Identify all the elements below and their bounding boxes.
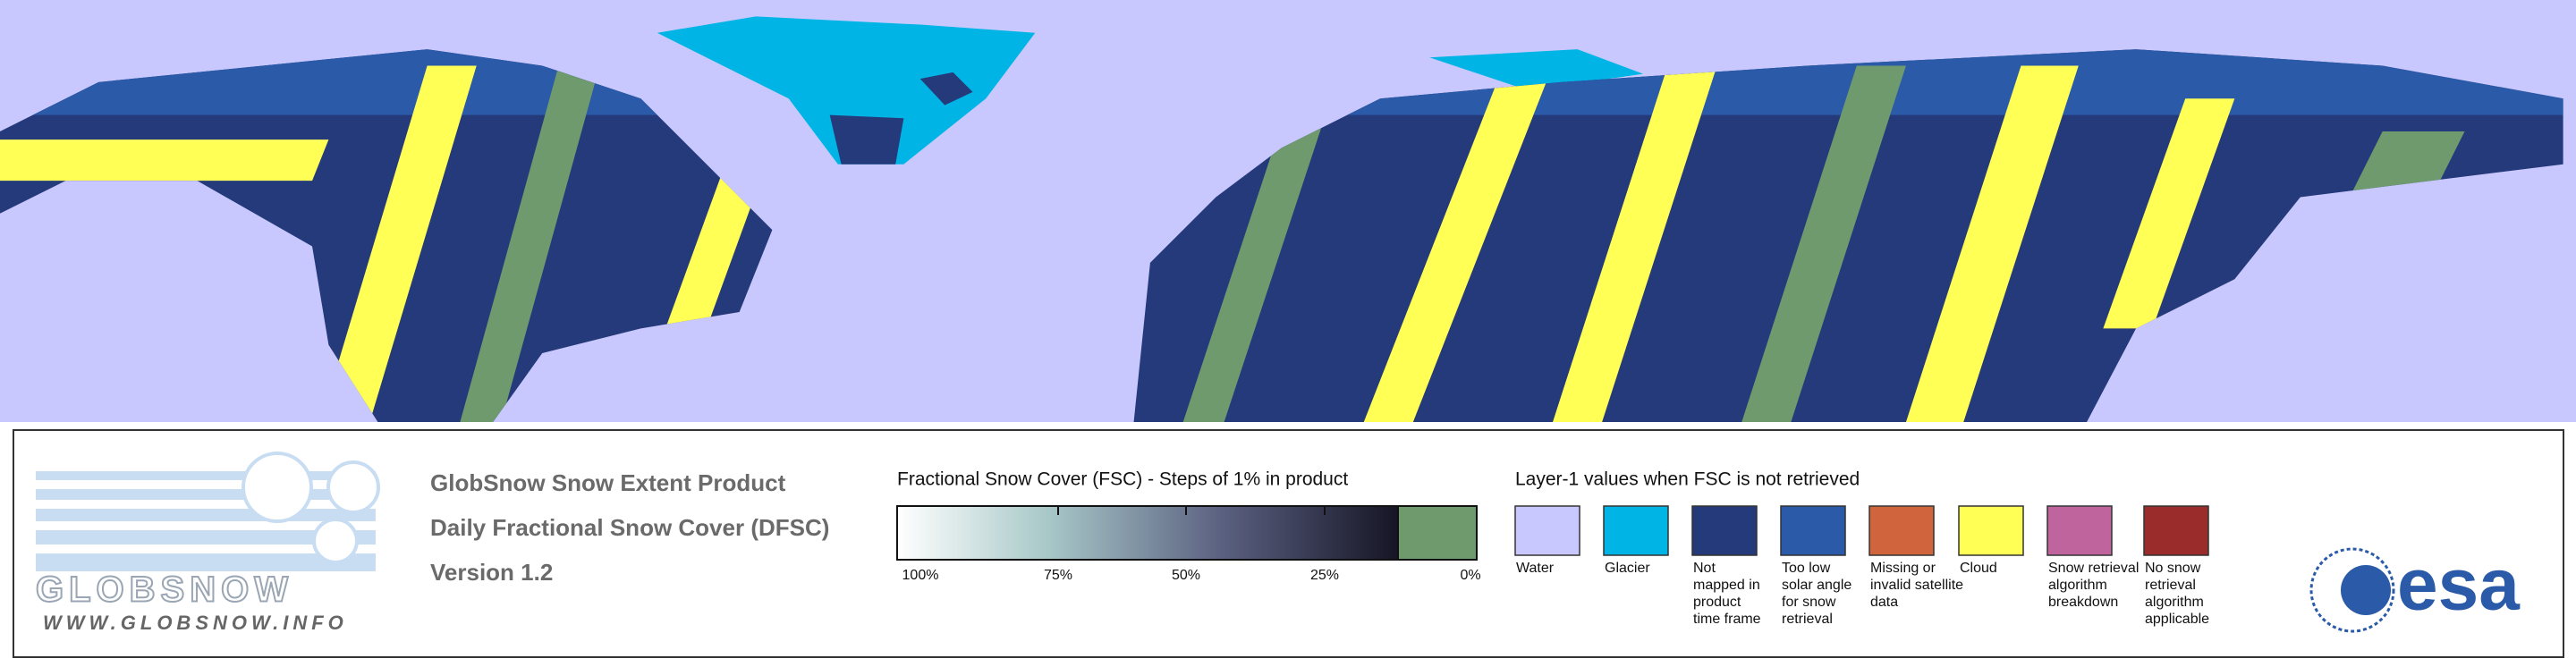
esa-wordmark: esa bbox=[2397, 545, 2521, 626]
legend-swatch bbox=[1868, 505, 1935, 556]
legend-label: retrieval bbox=[1782, 612, 1833, 627]
logo-stripe bbox=[36, 509, 376, 521]
colorbar-tick-label: 25% bbox=[1310, 568, 1339, 583]
legend-label: Glacier bbox=[1605, 561, 1650, 576]
legend-label: algorithm bbox=[2145, 595, 2204, 610]
colorbar-tick-label: 50% bbox=[1172, 568, 1200, 583]
legend-label: Not bbox=[1693, 561, 1716, 576]
layer-legend: Layer-1 values when FSC is not retrieved… bbox=[1514, 469, 2209, 627]
titles: GlobSnow Snow Extent Product Daily Fracti… bbox=[430, 469, 829, 586]
cloud-swath bbox=[1363, 65, 1553, 423]
legend-label: breakdown bbox=[2048, 595, 2118, 610]
logo-url: WWW.GLOBSNOW.INFO bbox=[43, 612, 348, 634]
legend-label: time frame bbox=[1693, 612, 1761, 627]
globsnow-logo: GLOBSNOW WWW.GLOBSNOW.INFO bbox=[35, 452, 380, 634]
greenland-band bbox=[919, 72, 973, 106]
product-title: Version 1.2 bbox=[430, 559, 553, 586]
snow-free-swath bbox=[1182, 98, 1331, 423]
legend-label: Missing or bbox=[1870, 561, 1936, 576]
legend-label: retrieval bbox=[2145, 578, 2196, 593]
greenland-band bbox=[829, 114, 904, 165]
cloud-swath bbox=[1905, 65, 2079, 423]
esa-logo: esa bbox=[2309, 545, 2521, 633]
colorbar-tick-label: 100% bbox=[902, 568, 939, 583]
cloud-swath bbox=[1552, 65, 1717, 423]
colorbar-zero bbox=[1397, 505, 1478, 561]
esa-emblem bbox=[2309, 547, 2395, 633]
snowflake bbox=[326, 460, 380, 514]
cloud-swath bbox=[320, 65, 477, 423]
legend-label: product bbox=[1693, 595, 1741, 610]
legend-label: Too low bbox=[1782, 561, 1831, 576]
snowflake bbox=[242, 452, 313, 523]
snow-free-swath bbox=[460, 65, 600, 423]
legend-swatch bbox=[1958, 505, 2024, 556]
legend-swatch bbox=[1780, 505, 1846, 556]
colorbar-tick-label: 0% bbox=[1460, 568, 1480, 583]
colorbar-label: Fractional Snow Cover (FSC) - Steps of 1… bbox=[897, 469, 1348, 490]
product-title: GlobSnow Snow Extent Product bbox=[430, 469, 786, 496]
colorbar: Fractional Snow Cover (FSC) - Steps of 1… bbox=[896, 469, 1481, 583]
snow-free-swath bbox=[1741, 65, 1906, 423]
legend-swatch bbox=[1603, 505, 1669, 556]
colorbar-tick-label: 75% bbox=[1044, 568, 1072, 583]
legend-label: invalid satellite bbox=[1870, 578, 1963, 593]
legend-label: Snow retrieval bbox=[2048, 561, 2139, 576]
legend-swatch bbox=[1691, 505, 1758, 556]
legend-swatch bbox=[1514, 505, 1580, 556]
legend-swatch bbox=[2143, 505, 2209, 556]
greenland bbox=[657, 16, 1036, 165]
legend-label: Water bbox=[1516, 561, 1555, 576]
colorbar-gradient bbox=[896, 505, 1399, 561]
logo-stripe bbox=[36, 489, 376, 500]
legend-label: solar angle bbox=[1782, 578, 1852, 593]
layer-legend-title: Layer-1 values when FSC is not retrieved bbox=[1515, 469, 1860, 490]
arctic-island bbox=[1429, 49, 1644, 91]
logo-name: GLOBSNOW bbox=[36, 570, 293, 610]
legend-label: Cloud bbox=[1960, 561, 1997, 576]
legend-label: data bbox=[1870, 595, 1898, 610]
logo-stripe bbox=[36, 471, 376, 480]
legend-swatch bbox=[2046, 505, 2113, 556]
legend-label: for snow bbox=[1782, 595, 1836, 610]
cloud-swath bbox=[0, 139, 329, 182]
legend-label: algorithm bbox=[2048, 578, 2107, 593]
logo-stripe bbox=[36, 553, 376, 571]
legend-label: No snow bbox=[2145, 561, 2201, 576]
esa-emblem bbox=[2341, 565, 2391, 615]
legend-label: mapped in bbox=[1693, 578, 1760, 593]
product-title: Daily Fractional Snow Cover (DFSC) bbox=[430, 514, 829, 541]
legend-label: applicable bbox=[2145, 612, 2209, 627]
cloud-swath bbox=[2103, 98, 2235, 329]
logo-stripe bbox=[36, 530, 376, 545]
snowflake bbox=[312, 518, 359, 564]
